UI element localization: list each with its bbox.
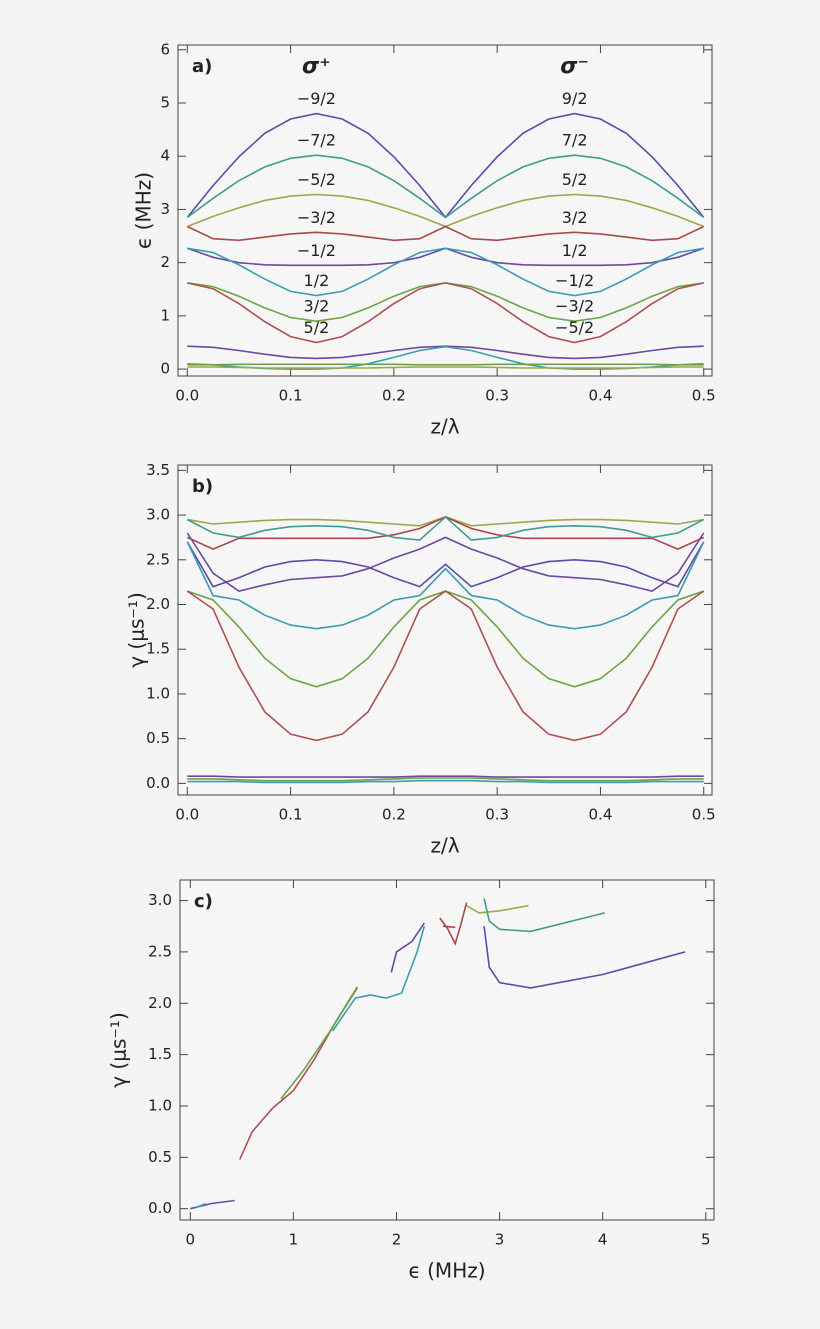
curve-label: −1/2 — [555, 271, 594, 290]
y-tick-label: 3.5 — [146, 461, 170, 479]
curve — [186, 541, 705, 588]
y-tick-label: 0.5 — [148, 1148, 172, 1166]
y-tick-label: 1.5 — [146, 640, 170, 658]
y-tick-label: 3.0 — [148, 891, 172, 909]
x-tick-label: 0.4 — [589, 387, 613, 405]
curve-label: −3/2 — [297, 208, 336, 227]
curve-label: 5/2 — [562, 170, 588, 189]
x-tick-label: 0.1 — [279, 806, 303, 824]
curve-label: 1/2 — [562, 241, 588, 260]
plot-frame — [179, 879, 715, 1221]
curve — [186, 532, 705, 592]
curve — [195, 1202, 207, 1209]
y-tick-label: 2.0 — [146, 595, 170, 613]
curve — [187, 247, 704, 297]
x-tick-label: 0.3 — [485, 806, 509, 824]
column-title: σ⁻ — [560, 54, 589, 79]
x-axis-label: z/λ — [430, 415, 459, 439]
curve-label: −3/2 — [555, 297, 594, 316]
curve-label: 5/2 — [304, 318, 330, 337]
y-tick-label: 0.0 — [146, 774, 170, 792]
curve-label: 9/2 — [562, 89, 588, 108]
y-axis-label: γ (μs⁻¹) — [125, 592, 149, 668]
column-title: σ⁺ — [302, 54, 331, 79]
curve — [187, 775, 704, 778]
y-tick-label: 4 — [160, 147, 170, 165]
y-axis-label: ϵ (MHz) — [132, 172, 156, 249]
x-axis-label: ϵ (MHz) — [408, 1259, 485, 1283]
curve-label: 3/2 — [562, 208, 588, 227]
x-tick-label: 0.4 — [589, 806, 613, 824]
curve-label: −5/2 — [555, 318, 594, 337]
y-tick-label: 0 — [160, 360, 170, 378]
curve — [483, 926, 686, 989]
curve — [439, 902, 468, 946]
y-tick-label: 3.0 — [146, 506, 170, 524]
x-tick-label: 0.0 — [175, 387, 199, 405]
curve — [186, 541, 705, 630]
y-tick-label: 6 — [160, 40, 170, 58]
curve-label: −1/2 — [297, 241, 336, 260]
plot-frame — [177, 44, 713, 377]
panel-label: c) — [194, 891, 213, 912]
panel-label: b) — [192, 476, 213, 497]
y-tick-label: 2 — [160, 253, 170, 271]
y-tick-label: 0.5 — [146, 729, 170, 747]
curve — [442, 925, 456, 929]
curve — [186, 515, 705, 541]
x-tick-label: 4 — [598, 1231, 608, 1249]
curve — [186, 225, 705, 242]
y-tick-label: 2.0 — [148, 994, 172, 1012]
curve-label: −9/2 — [297, 89, 336, 108]
curve — [187, 363, 704, 366]
curve — [466, 904, 529, 914]
curve — [483, 898, 605, 933]
x-tick-label: 1 — [289, 1231, 299, 1249]
x-tick-label: 0.3 — [485, 387, 509, 405]
curve — [187, 282, 704, 344]
x-tick-label: 0 — [186, 1231, 196, 1249]
curve-label: 3/2 — [304, 297, 330, 316]
x-tick-label: 5 — [701, 1231, 711, 1249]
curve — [187, 777, 704, 782]
curve — [331, 925, 426, 1032]
curve-label: 7/2 — [562, 131, 588, 150]
y-tick-label: 1 — [160, 306, 170, 324]
y-tick-label: 1.5 — [148, 1045, 172, 1063]
y-tick-label: 1.0 — [148, 1096, 172, 1114]
y-tick-label: 2.5 — [148, 942, 172, 960]
y-tick-label: 0.0 — [148, 1199, 172, 1217]
x-tick-label: 3 — [495, 1231, 505, 1249]
x-tick-label: 0.5 — [692, 387, 716, 405]
curve — [280, 986, 358, 1100]
curve-label: −7/2 — [297, 131, 336, 150]
curve — [187, 779, 704, 784]
curve-label: 1/2 — [304, 271, 330, 290]
curve — [186, 590, 705, 742]
y-tick-label: 1.0 — [146, 684, 170, 702]
x-tick-label: 0.2 — [382, 387, 406, 405]
plot-frame — [177, 464, 713, 796]
x-tick-label: 0.5 — [692, 806, 716, 824]
x-axis-label: z/λ — [430, 834, 459, 858]
panel-label: a) — [192, 56, 212, 77]
x-tick-label: 0.1 — [279, 387, 303, 405]
x-tick-label: 2 — [392, 1231, 402, 1249]
y-tick-label: 3 — [160, 200, 170, 218]
y-axis-label: γ (μs⁻¹) — [107, 1012, 131, 1088]
curve — [187, 366, 704, 369]
y-tick-label: 5 — [160, 94, 170, 112]
curve — [390, 922, 425, 973]
curve — [186, 154, 705, 219]
y-tick-label: 2.5 — [146, 550, 170, 568]
x-tick-label: 0.2 — [382, 806, 406, 824]
curve-label: −5/2 — [297, 170, 336, 189]
x-tick-label: 0.0 — [175, 806, 199, 824]
